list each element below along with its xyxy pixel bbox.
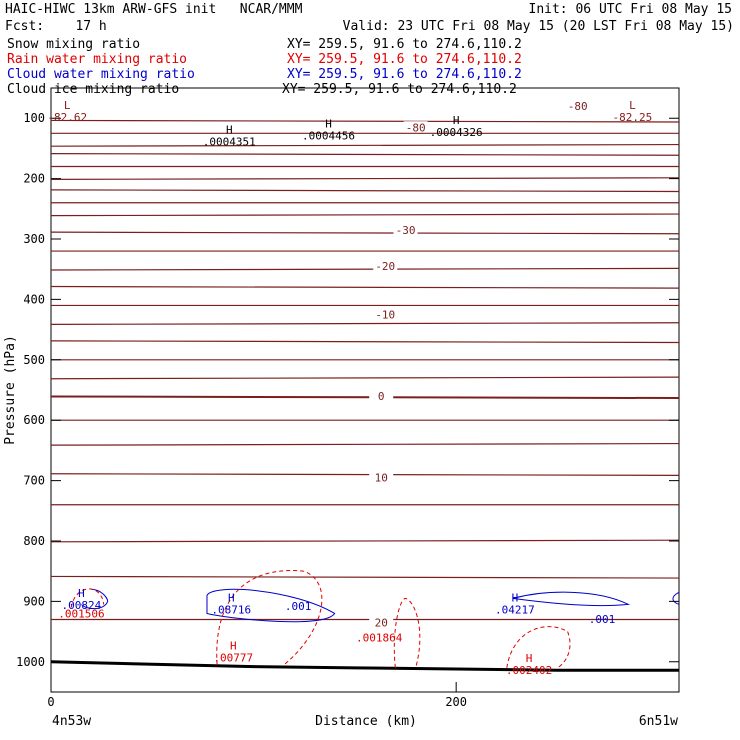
x-axis-title: Distance (km): [315, 714, 417, 729]
extremum-value: -82.62: [47, 111, 87, 124]
plot-frame: [50, 87, 680, 693]
extremum-symbol: H: [325, 117, 332, 130]
field-xy-snow: XY= 259.5, 91.6 to 274.6,110.2: [287, 37, 522, 52]
extremum-symbol: H: [230, 640, 237, 653]
isotherm-line: [50, 442, 680, 446]
isotherm-line: [50, 285, 680, 289]
isotherm-label: -10: [375, 309, 395, 322]
field-name-cloud-water: Cloud water mixing ratio: [7, 67, 195, 82]
x-tick-label: 200: [445, 695, 467, 709]
x-tick-label: 0: [47, 695, 54, 709]
rain-water-contour: [393, 597, 421, 668]
cloud-water-contour: [672, 591, 680, 605]
extremum-value: .08716: [211, 603, 251, 616]
header-fcst: Fcst: 17 h: [5, 19, 107, 34]
extremum-value: .0004456: [302, 129, 355, 142]
isotherm-label: -80: [406, 121, 426, 134]
header-init: Init: 06 UTC Fri 08 May 15: [528, 2, 733, 17]
y-tick-label: 600: [23, 413, 45, 427]
extremum-symbol: H: [228, 591, 235, 604]
contour-label-bg: [393, 223, 418, 235]
contour-label-bg: [369, 616, 394, 628]
isotherm-line: [50, 539, 680, 543]
isotherm-line: [50, 213, 680, 217]
isotherm-line: [50, 177, 680, 180]
field-name-cloud-ice: Cloud ice mixing ratio: [7, 82, 180, 97]
rain-water-contour: [70, 588, 105, 608]
extremum-value: .0004351: [203, 135, 256, 148]
isotherm-line: [50, 322, 680, 325]
isotherm-line: [50, 473, 680, 476]
y-tick-label: 900: [23, 594, 45, 608]
y-tick-label: 700: [23, 474, 45, 488]
isotherm-label: 0: [378, 390, 385, 403]
y-tick-label: 100: [23, 111, 45, 125]
contour-label-bg: [369, 390, 394, 402]
contour-value-label: .001506: [58, 607, 104, 620]
terrain-line: [50, 660, 679, 672]
field-xy-cloud-water: XY= 259.5, 91.6 to 274.6,110.2: [287, 67, 522, 82]
rain-water-contour: [216, 570, 323, 666]
extremum-value: -82.25: [613, 111, 653, 124]
isotherm-line: [50, 119, 680, 123]
isotherm-line: [50, 189, 680, 193]
isotherm-label: 10: [375, 472, 388, 485]
extremum-symbol: H: [226, 123, 233, 136]
extremum-symbol: L: [629, 99, 636, 112]
cloud-water-contour: [206, 588, 336, 623]
isotherm-line: [50, 267, 680, 271]
extremum-value: .002402: [506, 664, 552, 677]
extremum-value: .0004326: [430, 126, 483, 139]
extremum-value: .00824: [62, 599, 102, 612]
isotherm-line: [50, 395, 680, 400]
header-title: HAIC-HIWC 13km ARW-GFS init NCAR/MMM: [5, 2, 303, 17]
contour-label-bg: [373, 308, 398, 320]
y-tick-label: 1000: [16, 655, 45, 669]
contour-label-bg: [565, 100, 590, 112]
extremum-value: .04217: [495, 603, 535, 616]
isotherm-label: -30: [396, 224, 416, 237]
header-valid: Valid: 23 UTC Fri 08 May 15 (20 LST Fri …: [342, 19, 734, 34]
isotherm-label: -20: [375, 260, 395, 273]
field-name-snow: Snow mixing ratio: [7, 37, 141, 52]
isotherm-line: [50, 340, 680, 344]
extremum-symbol: H: [512, 591, 519, 604]
x-endpoint-label: 4n53w: [52, 714, 91, 729]
y-axis-title: Pressure (hPa): [3, 335, 18, 445]
isotherm-line: [50, 231, 680, 235]
isotherm-label: -80: [568, 100, 588, 113]
field-xy-cloud-ice: XY= 259.5, 91.6 to 274.6,110.2: [282, 82, 517, 97]
contour-label-bg: [373, 260, 398, 272]
isotherm-label: 20: [375, 617, 388, 630]
field-xy-rain: XY= 259.5, 91.6 to 274.6,110.2: [287, 52, 522, 67]
y-tick-label: 500: [23, 353, 45, 367]
cloud-water-contour: [81, 588, 109, 610]
y-tick-label: 400: [23, 292, 45, 306]
contour-value-label: .001: [285, 600, 312, 613]
isotherm-line: [50, 376, 680, 380]
isotherm-line: [50, 143, 680, 147]
isotherm-line: [50, 575, 680, 579]
extremum-symbol: H: [78, 587, 85, 600]
y-tick-label: 300: [23, 232, 45, 246]
x-endpoint-label: 6n51w: [639, 714, 678, 729]
y-tick-label: 200: [23, 172, 45, 186]
extremum-value: .00777: [213, 652, 253, 665]
y-tick-label: 800: [23, 534, 45, 548]
contour-label-bg: [403, 121, 428, 133]
contour-value-label: .001: [589, 613, 616, 626]
field-name-rain: Rain water mixing ratio: [7, 52, 188, 67]
cloud-water-contour: [512, 591, 631, 607]
extremum-symbol: L: [64, 99, 71, 112]
rain-water-contour: [506, 626, 571, 669]
contour-label-bg: [369, 471, 394, 483]
contour-value-label: .001864: [356, 632, 403, 645]
extremum-symbol: H: [453, 114, 460, 127]
extremum-symbol: H: [526, 652, 533, 665]
isotherm-line: [50, 153, 680, 156]
